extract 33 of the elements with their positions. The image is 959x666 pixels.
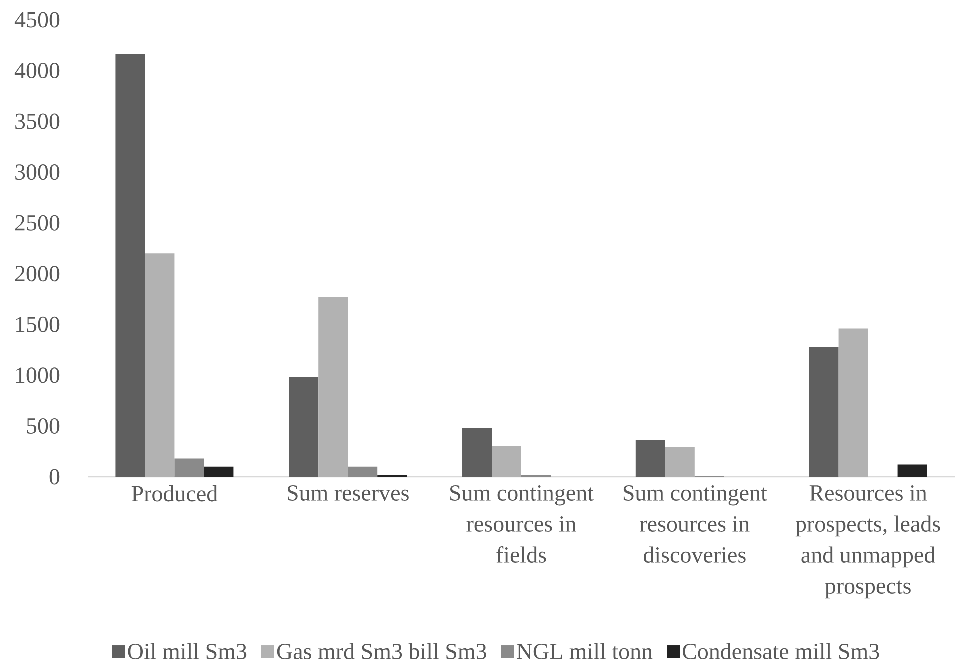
bar <box>116 54 146 477</box>
y-tick-label: 2000 <box>15 266 60 282</box>
y-tick-label: 4000 <box>14 63 60 79</box>
legend-label: Gas mrd Sm3 bill Sm3 <box>277 643 486 660</box>
y-tick-label: 3500 <box>16 114 60 130</box>
x-tick-label: Resources in prospects, leads and unmapped prospects <box>796 486 940 599</box>
bar <box>318 297 348 477</box>
y-tick-label: 3000 <box>16 164 60 180</box>
legend-label: Condensate mill Sm3 <box>682 643 880 660</box>
y-tick-label: 4500 <box>14 12 60 28</box>
y-tick-label: 0 <box>50 469 60 485</box>
x-tick-label: Sum reserves <box>288 486 409 501</box>
bar <box>174 458 204 477</box>
x-tick-label: Produced <box>132 486 218 502</box>
bar <box>145 254 175 477</box>
bar <box>289 377 319 477</box>
bar <box>204 466 234 477</box>
bar <box>462 428 492 477</box>
bar <box>665 448 695 477</box>
y-tick-label: 1500 <box>16 316 60 332</box>
bar <box>492 446 522 477</box>
bar <box>809 347 839 477</box>
bar <box>898 464 928 477</box>
x-tick-label: Sum contingent resources in discoveries <box>624 486 768 563</box>
x-tick-label: Sum contingent resources in fields <box>450 486 594 563</box>
bar <box>636 440 666 477</box>
y-tick-label: 500 <box>27 418 60 434</box>
legend-label: Oil mill Sm3 <box>128 643 247 660</box>
legend-label: NGL mill tonn <box>516 643 653 660</box>
bar <box>838 328 868 477</box>
y-tick-label: 2500 <box>15 215 60 231</box>
y-tick-label: 1000 <box>16 368 60 384</box>
bar <box>348 466 378 477</box>
